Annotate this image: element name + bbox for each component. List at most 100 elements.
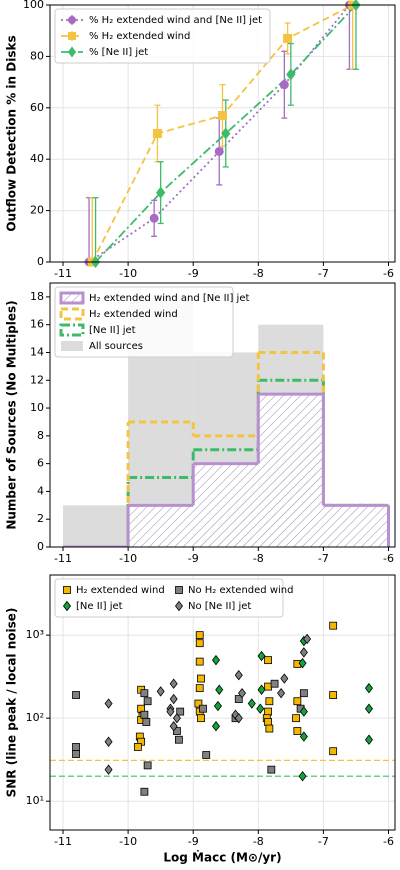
point [364,682,373,694]
point [166,706,175,717]
y-tick-label: 18 [30,290,44,303]
legend-label: [Ne II] jet [89,325,136,336]
point [195,657,204,666]
y-tick-label: 0 [37,255,44,268]
y-tick-label: 4 [37,484,44,497]
point [299,706,308,717]
y-tick-label: 14 [30,345,44,358]
y-tick-label: 16 [30,318,44,331]
point [72,750,80,758]
point [140,710,149,719]
bar-fill [323,505,389,547]
point [143,761,152,770]
point [298,657,307,669]
legend-label: [Ne II] jet [76,601,123,612]
legend-label: % H₂ extended wind and [Ne II] jet [89,15,262,26]
point [329,621,338,630]
axes-frame [49,282,396,548]
point [264,707,272,716]
y-axis-title: Outflow Detection % in Disks [5,35,19,231]
point [156,686,165,697]
point [140,689,149,698]
y-tick-label: 100 [23,0,44,11]
legend-label: % [Ne II] jet [89,47,148,58]
y-tick-label: 60 [30,101,44,114]
axes-frame [49,4,396,263]
x-tick-label: -11 [54,267,72,280]
point [293,727,302,735]
point [234,712,243,724]
point [265,697,274,706]
legend-marker [175,586,183,594]
point [195,684,204,693]
point [211,654,220,666]
legend-swatch [61,341,83,351]
point [303,633,312,645]
x-tick-label: -11 [54,835,72,848]
y-tick-label: 2 [37,512,44,525]
marker [221,127,231,140]
y-axis-title: SNR (line peak / local noise) [5,608,19,798]
point [176,707,185,716]
point [267,765,276,774]
point [329,691,338,699]
point [197,714,205,723]
x-tick-label: -9 [188,552,199,565]
point [142,718,151,726]
legend-swatch [59,323,85,337]
point [169,721,178,732]
point [174,735,183,744]
point [364,734,373,745]
marker [149,213,159,223]
legend-label: All sources [89,341,143,352]
point [299,689,308,698]
legend-label: No H₂ extended wind [188,585,293,596]
point [257,684,266,695]
y-tick-label: 10² [26,711,44,724]
point [140,787,149,796]
x-tick-label: -10 [119,552,137,565]
point [194,699,203,708]
point [264,682,272,691]
y-tick-label: 10³ [26,628,44,641]
point [169,693,178,705]
marker [214,146,224,156]
point [104,764,113,775]
marker [156,186,166,199]
point [280,673,289,684]
point [247,698,256,709]
point [211,721,220,732]
legend-label: H₂ extended wind [76,585,165,596]
bar-fill [128,505,194,547]
x-tick-label: -11 [54,552,72,565]
legend-marker [174,600,184,612]
y-tick-label: 80 [30,49,44,62]
point [234,695,243,703]
y-tick-label: 6 [37,457,44,470]
point [169,678,178,689]
x-axis-title: Log Ṁacc (M⊙/yr) [163,850,281,865]
legend-label: H₂ extended wind and [Ne II] jet [89,293,249,304]
bar-fill [258,394,324,547]
y-tick-label: 20 [30,204,44,217]
point [264,718,272,726]
legend-marker [68,16,76,24]
y-tick-label: 10 [30,401,44,414]
bar-fill [193,463,259,547]
point [133,743,142,751]
legend-box [54,286,234,358]
x-tick-label: -8 [253,267,264,280]
point [172,712,181,724]
point [299,731,308,742]
point [195,631,204,640]
point [231,709,240,720]
point [299,647,308,658]
point [199,704,207,713]
x-tick-label: -6 [383,267,394,280]
point [329,747,338,756]
point [298,771,307,782]
legend-box [54,8,271,64]
x-tick-label: -10 [119,267,137,280]
y-tick-label: 40 [30,152,44,165]
